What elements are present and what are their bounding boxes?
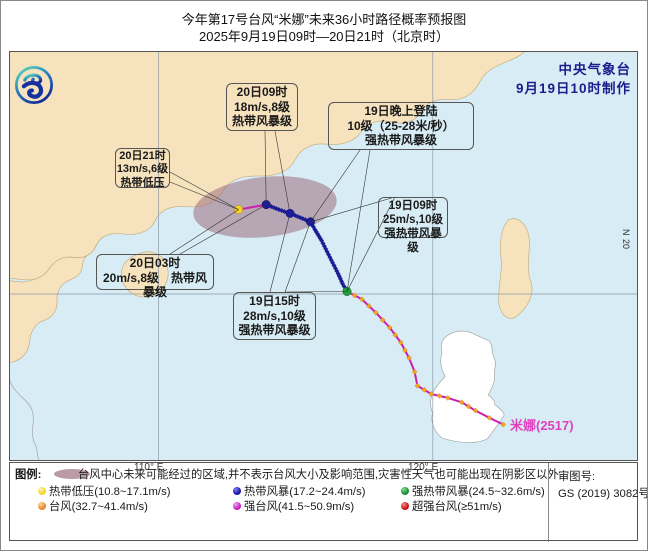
- svg-text:米娜(2517): 米娜(2517): [510, 418, 574, 433]
